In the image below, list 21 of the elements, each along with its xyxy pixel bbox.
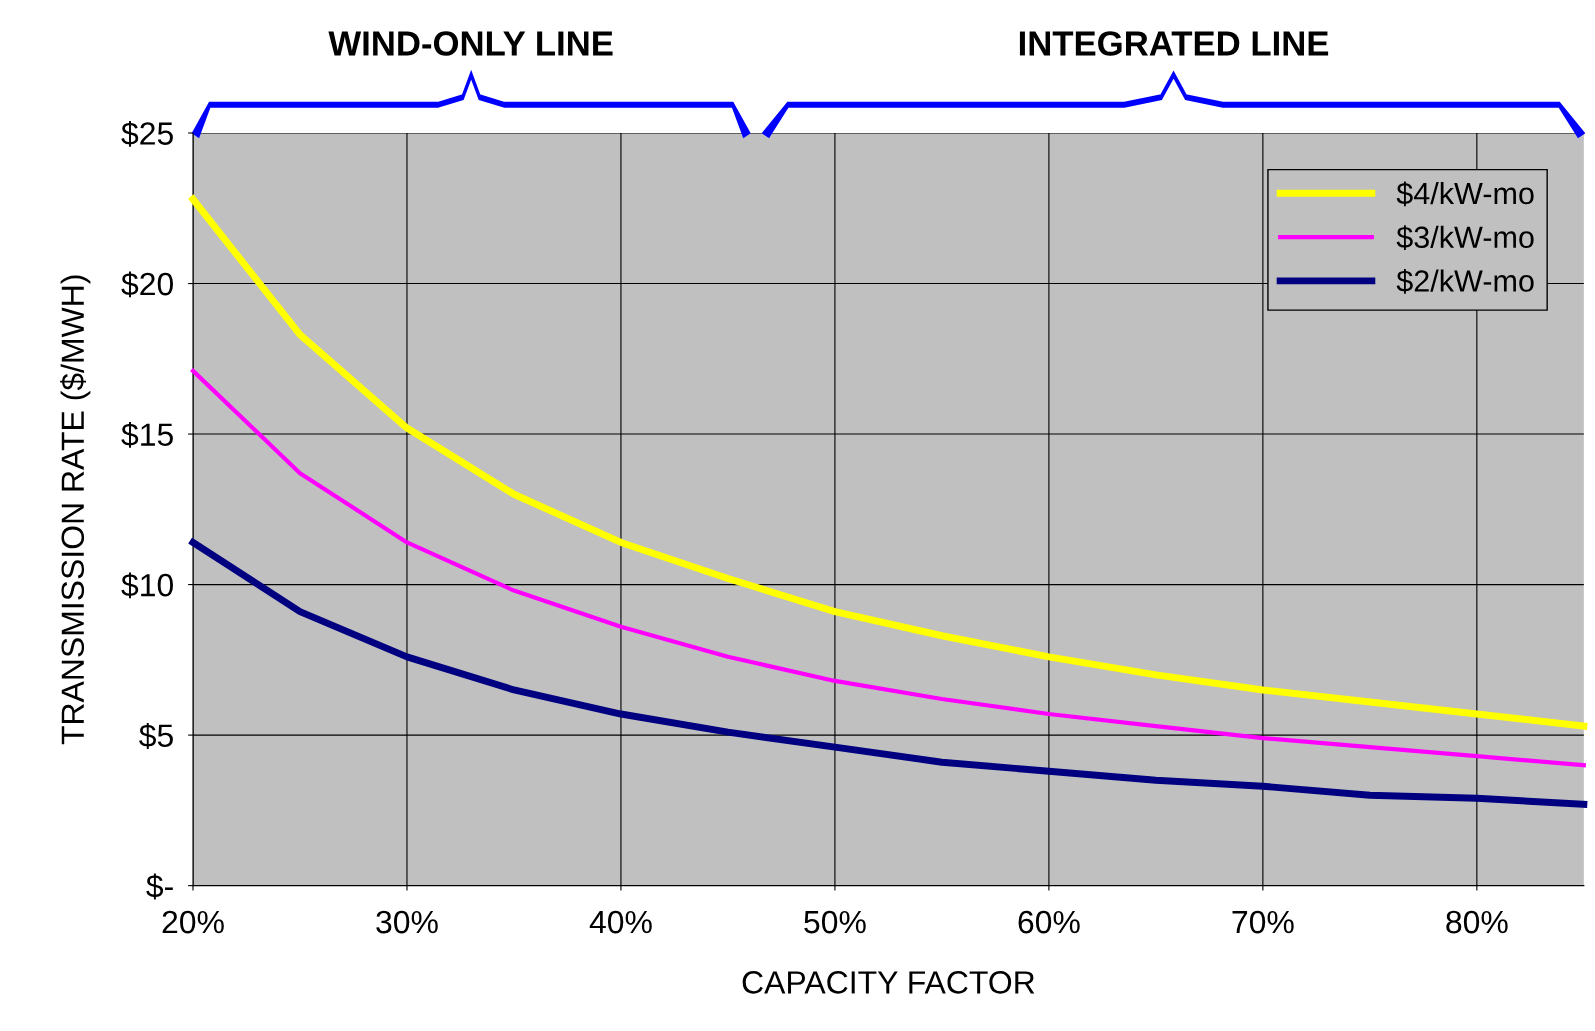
- x-tick-label: 40%: [589, 910, 652, 934]
- legend-label: $2/kW-mo: [1396, 268, 1534, 294]
- x-tick-label: 20%: [162, 910, 224, 934]
- x-tick-label: 70%: [1232, 910, 1294, 934]
- legend-label: $3/kW-mo: [1396, 225, 1534, 250]
- line-series: [190, 368, 1586, 768]
- y-tick-label: $-: [146, 873, 173, 900]
- y-tick-label: $20: [121, 271, 173, 298]
- text: WIND-ONLY LINE: [328, 31, 613, 56]
- y-tick-label: $15: [121, 421, 173, 448]
- x-tick-label: 50%: [804, 910, 866, 934]
- y-tick-label: $25: [121, 120, 173, 147]
- x-tick-label: 60%: [1018, 910, 1080, 934]
- legend-label: $4/kW-mo: [1396, 181, 1534, 207]
- x-axis-title: CAPACITY FACTOR: [742, 971, 1035, 994]
- y-tick-label: $10: [121, 572, 173, 599]
- y-tick-label: $5: [139, 723, 173, 749]
- text: INTEGRATED LINE: [1019, 31, 1329, 56]
- y-axis-title: TRANSMISSION RATE ($/MWH): [60, 275, 91, 745]
- x-tick-label: 30%: [376, 910, 438, 934]
- x-tick-label: 80%: [1446, 910, 1508, 934]
